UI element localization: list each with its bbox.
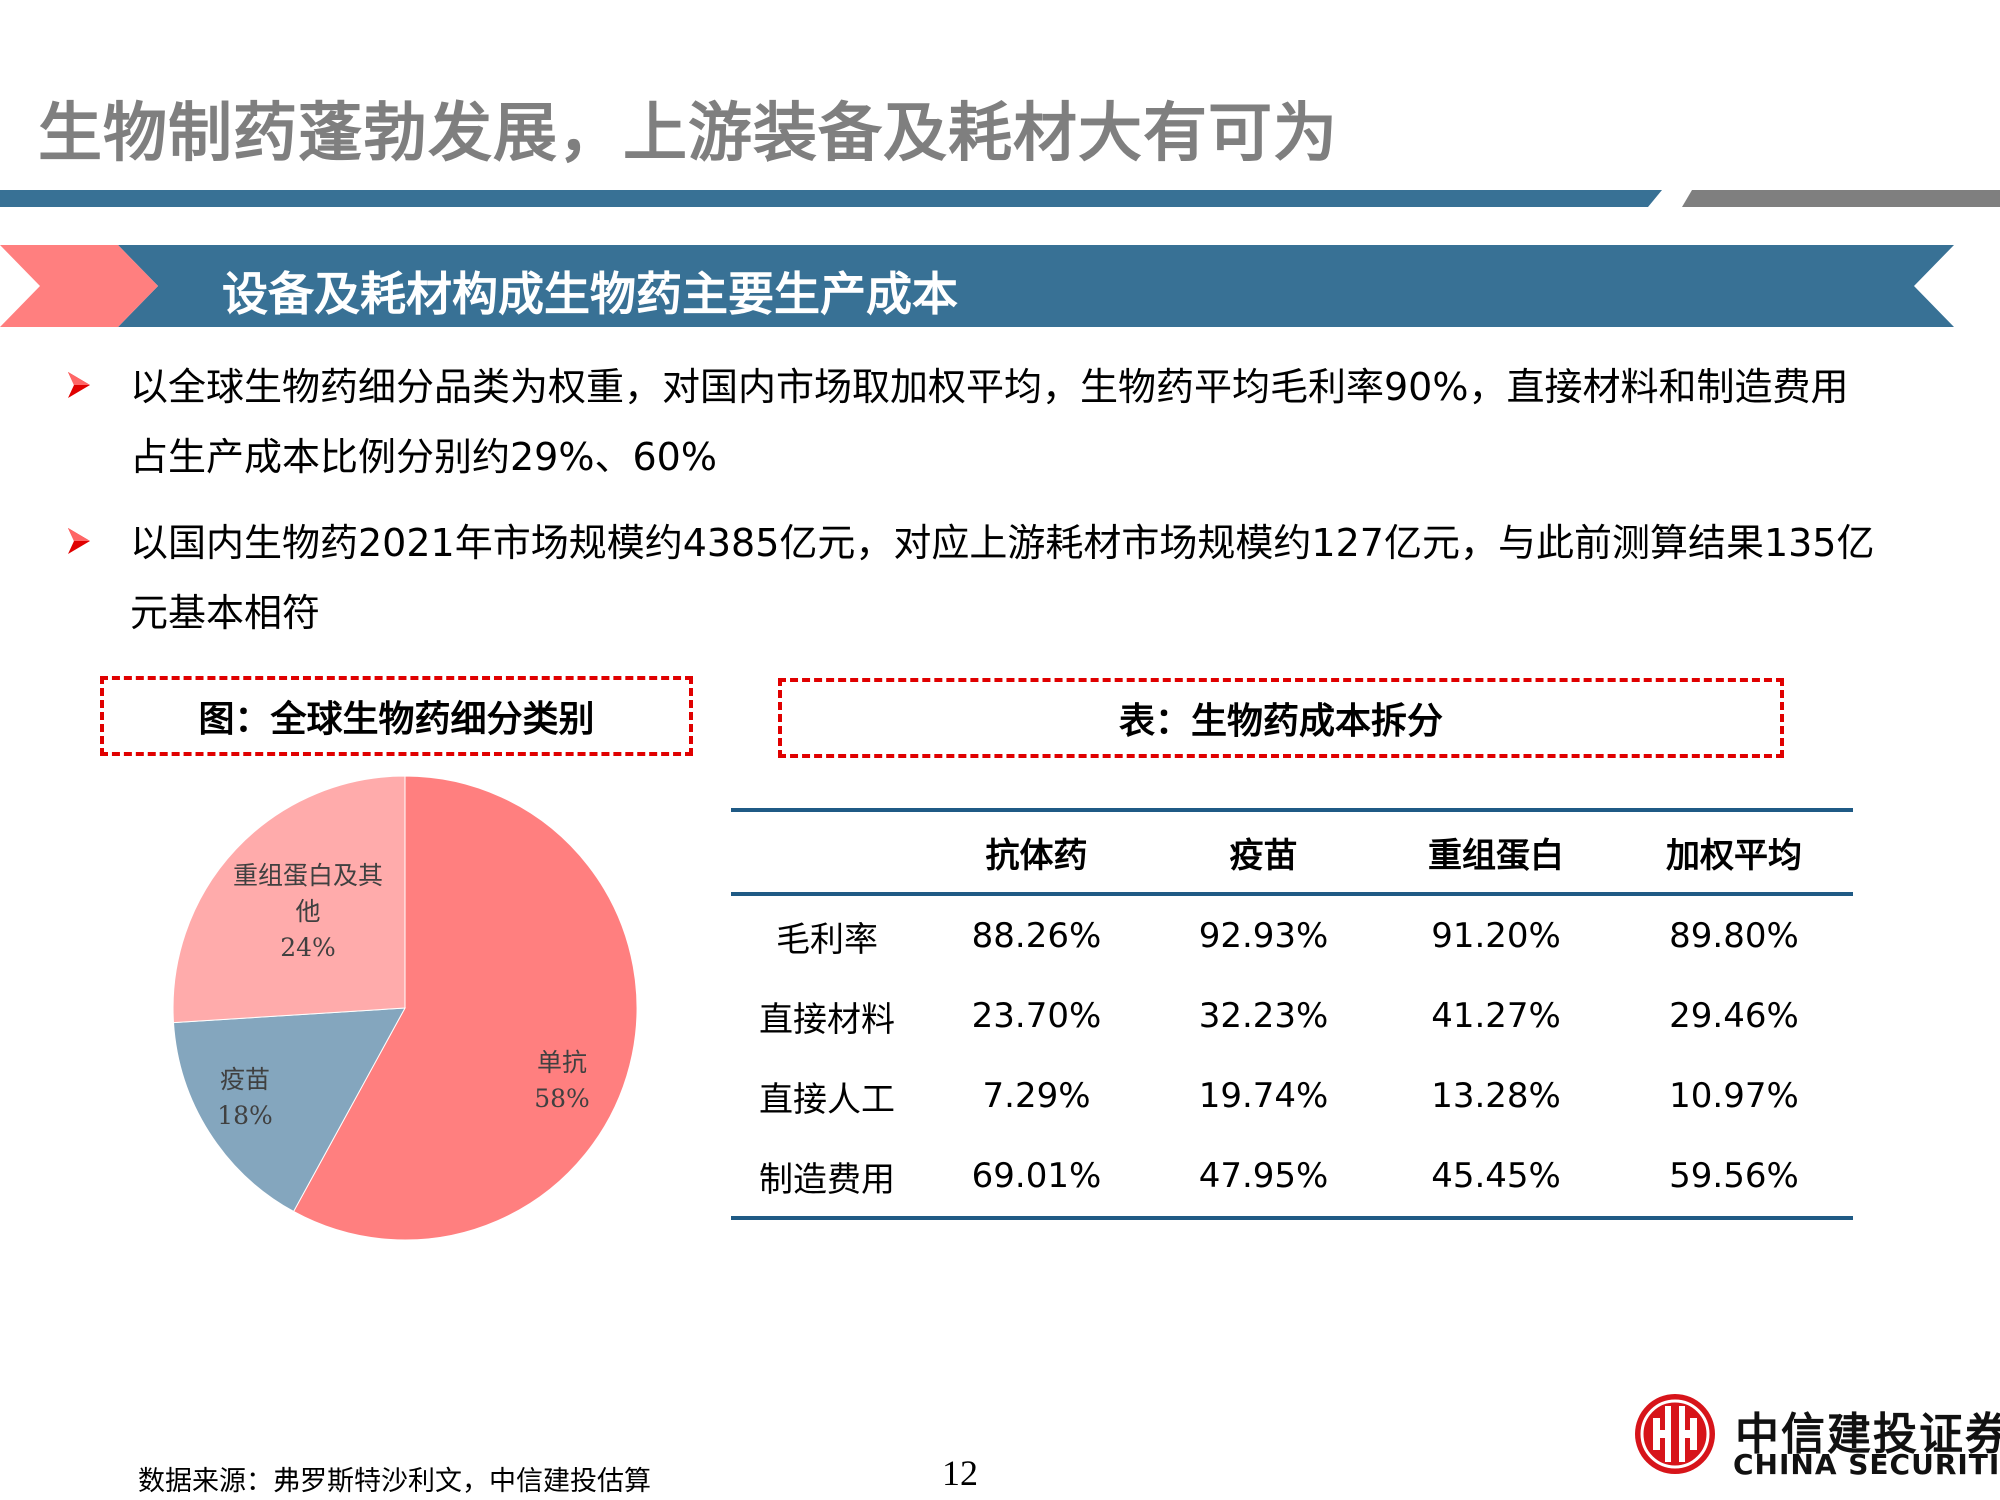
table-header-cell: 疫苗: [1150, 808, 1378, 896]
table-cell: 41.27%: [1431, 996, 1561, 1036]
pie-label-protein: 重组蛋白及其 他 24%: [232, 861, 383, 962]
pie-chart: [172, 775, 638, 1241]
header-divider-blue: [0, 190, 1662, 207]
table-cell: 47.95%: [1150, 1136, 1378, 1220]
table-row: 直接人工 7.29% 19.74% 13.28% 10.97%: [731, 1056, 1853, 1136]
pie-slice-protein: [172, 775, 406, 1024]
table-header-cell: 加权平均: [1615, 808, 1853, 896]
table-row: 毛利率 88.26% 92.93% 91.20% 89.80%: [731, 894, 1853, 976]
table-cell: 10.97%: [1669, 1076, 1799, 1116]
row-label: 毛利率: [776, 919, 878, 960]
page-number: 12: [942, 1453, 978, 1493]
row-label: 直接材料: [759, 999, 895, 1040]
table-caption: 表：生物药成本拆分: [778, 678, 1784, 758]
table-cell: 59.56%: [1615, 1136, 1853, 1220]
table-cell: 69.01%: [923, 1136, 1151, 1220]
bullet-line: 以国内生物药2021年市场规模约4385亿元，对应上游耗材市场规模约127亿元，…: [130, 521, 1875, 565]
table-cell: 45.45%: [1377, 1136, 1615, 1220]
bullet-line: 以全球生物药细分品类为权重，对国内市场取加权平均，生物药平均毛利率90%，直接材…: [130, 365, 1849, 409]
table-cell: 19.74%: [1198, 1076, 1329, 1116]
china-securities-logo-icon: [1635, 1394, 1715, 1474]
pie-label-vaccine: 疫苗 18%: [217, 1065, 273, 1130]
table-header-row: 抗体药 疫苗 重组蛋白 加权平均: [731, 808, 1853, 896]
table-cell: 23.70%: [971, 996, 1102, 1036]
logo-text-chinese: 中信建投证券: [1735, 1409, 2000, 1460]
red-arrow-bullet-icon: [68, 372, 90, 398]
bullet-line: 元基本相符: [130, 591, 321, 635]
bullet-item-1: 以全球生物药细分品类为权重，对国内市场取加权平均，生物药平均毛利率90%，直接材…: [68, 352, 1928, 492]
table-cell: 7.29%: [982, 1076, 1091, 1116]
table-row: 直接材料 23.70% 32.23% 41.27% 29.46%: [731, 976, 1853, 1056]
red-arrow-bullet-icon: [68, 528, 90, 554]
page-title: 生物制药蓬勃发展，上游装备及耗材大有可为: [38, 97, 1338, 171]
table-header-cell: 重组蛋白: [1377, 808, 1615, 896]
pie-label-mab: 单抗 58%: [534, 1048, 590, 1113]
table-header-cell: [731, 808, 923, 896]
table-cell: 88.26%: [971, 916, 1102, 956]
table-header-cell: 抗体药: [923, 808, 1151, 896]
logo-text-english: CHINA SECURITIES: [1733, 1448, 2000, 1481]
table-cell: 13.28%: [1431, 1076, 1561, 1116]
pie-slice-mab: [292, 775, 638, 1241]
section-banner: [118, 245, 1954, 327]
section-title: 设备及耗材构成生物药主要生产成本: [222, 267, 958, 321]
table-cell: 89.80%: [1669, 916, 1799, 956]
table-row: 制造费用 69.01% 47.95% 45.45% 59.56%: [731, 1136, 1853, 1220]
table-cell: 92.93%: [1198, 916, 1329, 956]
table-cell: 32.23%: [1198, 996, 1329, 1036]
figure-caption: 图：全球生物药细分类别: [100, 676, 693, 756]
row-label: 直接人工: [759, 1079, 895, 1120]
cost-breakdown-table: 抗体药 疫苗 重组蛋白 加权平均 毛利率 88.26% 92.93% 91.20…: [731, 808, 1853, 1220]
bullet-line: 占生产成本比例分别约29%、60%: [130, 435, 717, 479]
table-cell: 91.20%: [1431, 916, 1561, 956]
header-divider-gray: [1682, 190, 2000, 207]
data-source-note: 数据来源：弗罗斯特沙利文，中信建投估算: [138, 1466, 651, 1497]
row-label: 制造费用: [731, 1136, 923, 1220]
bullet-item-2: 以国内生物药2021年市场规模约4385亿元，对应上游耗材市场规模约127亿元，…: [68, 508, 1928, 648]
pie-slice-vaccine: [172, 1007, 406, 1213]
table-cell: 29.46%: [1669, 996, 1799, 1036]
